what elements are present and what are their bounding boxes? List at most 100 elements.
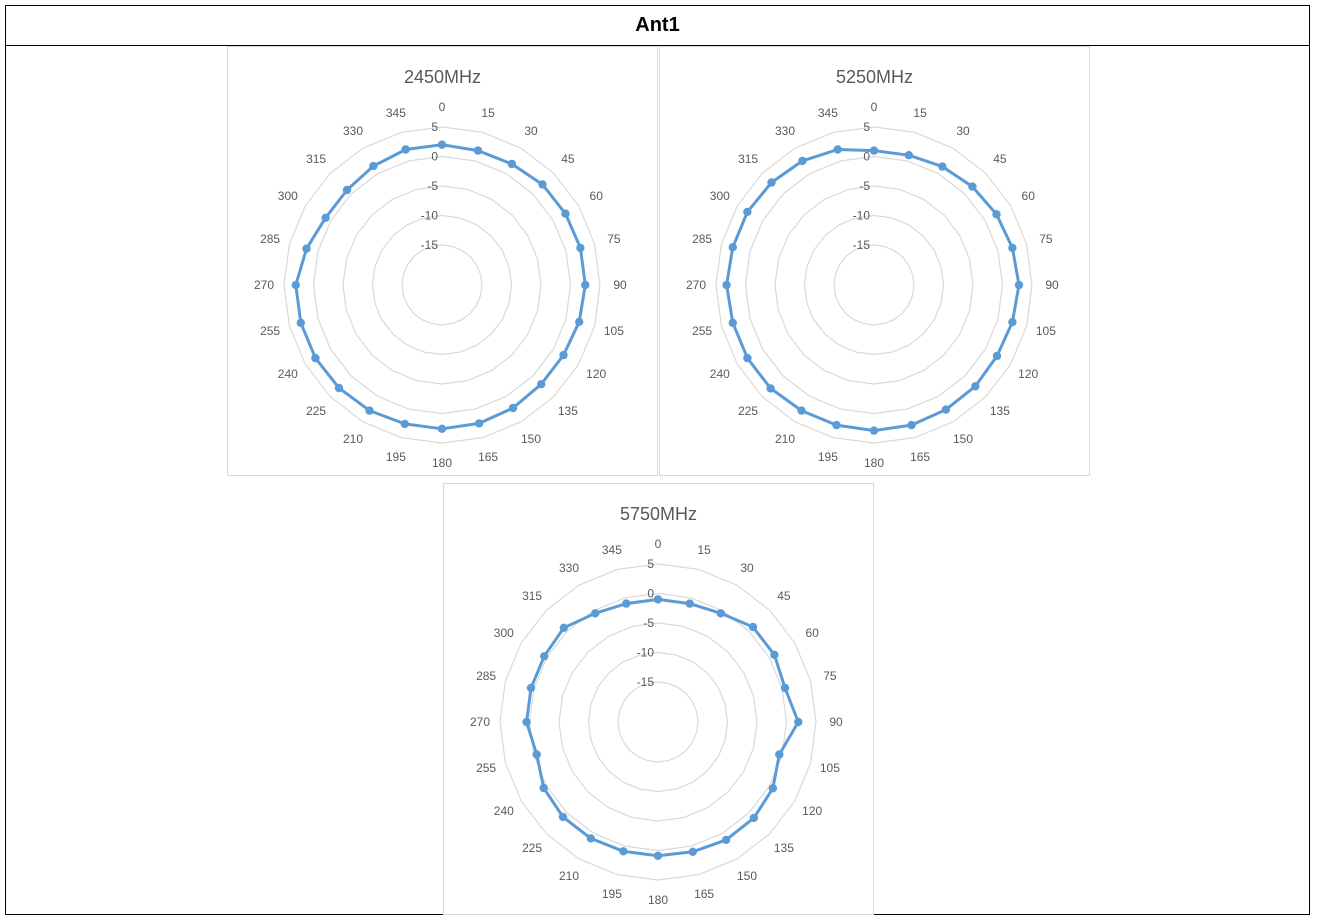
data-point [798, 156, 807, 166]
angle-label: 270 [470, 715, 490, 729]
grid-ring [283, 126, 601, 444]
grid-ring [803, 214, 945, 356]
angle-label: 105 [1036, 324, 1056, 338]
angle-label: 315 [522, 589, 542, 603]
data-point [538, 180, 547, 189]
angle-label: 45 [777, 589, 791, 603]
table-header: Ant1 [6, 6, 1309, 46]
angle-label: 285 [692, 232, 712, 246]
grid-ring [558, 622, 758, 822]
angle-label: 150 [953, 432, 973, 446]
angle-label: 225 [306, 404, 326, 418]
data-point [437, 140, 447, 149]
angle-label: 300 [278, 189, 298, 203]
data-point [437, 424, 447, 433]
data-point [1008, 243, 1017, 253]
radial-tick-label: -15 [637, 675, 655, 689]
angle-label: 90 [613, 278, 627, 292]
data-point [581, 280, 590, 290]
angle-label: 180 [864, 456, 884, 470]
data-point [321, 213, 330, 222]
data-point [832, 420, 841, 430]
data-point [507, 159, 517, 169]
angle-label: 120 [586, 367, 606, 381]
data-point [688, 847, 697, 856]
grid-ring [371, 214, 513, 356]
angle-label: 45 [561, 152, 575, 166]
grid-ring [774, 185, 974, 385]
data-point [575, 317, 584, 326]
angle-label: 255 [476, 761, 496, 775]
angle-label: 180 [432, 456, 452, 470]
angle-label: 165 [910, 450, 930, 464]
chart-title: 5250MHz [836, 67, 913, 87]
data-point [971, 382, 980, 391]
data-point [522, 717, 531, 727]
data-point [743, 207, 752, 217]
data-point [532, 750, 541, 759]
data-point [907, 420, 916, 430]
angle-label: 330 [559, 561, 579, 575]
radial-tick-label: -5 [427, 179, 438, 193]
data-point [311, 353, 320, 363]
angle-label: 225 [738, 404, 758, 418]
data-point [561, 209, 570, 218]
angle-label: 90 [829, 715, 843, 729]
radial-tick-label: 0 [863, 150, 870, 164]
angle-label: 210 [559, 869, 579, 883]
angle-label: 15 [697, 543, 711, 557]
data-point [728, 243, 737, 252]
data-point [622, 599, 631, 608]
data-point [559, 350, 568, 360]
angle-label: 315 [738, 152, 758, 166]
grid-ring [401, 244, 483, 326]
radial-tick-label: 5 [863, 120, 870, 134]
data-point [797, 406, 806, 415]
data-point [968, 182, 977, 191]
angle-label: 255 [260, 324, 280, 338]
data-point [775, 750, 784, 759]
angle-label: 60 [806, 626, 820, 640]
data-point [334, 383, 344, 393]
data-point [540, 652, 549, 661]
angle-label: 15 [481, 106, 495, 120]
angle-label: 135 [558, 404, 578, 418]
data-point [748, 622, 758, 632]
data-point [302, 244, 311, 253]
data-point [473, 146, 483, 155]
data-point [743, 353, 752, 363]
angle-label: 225 [522, 841, 542, 855]
data-point [400, 419, 409, 429]
angle-label: 135 [774, 841, 794, 855]
angle-label: 120 [802, 804, 822, 818]
grid-ring [528, 592, 788, 852]
data-point [537, 380, 546, 389]
angle-label: 45 [993, 152, 1007, 166]
data-point [768, 784, 778, 793]
angle-label: 30 [740, 561, 754, 575]
data-point [401, 145, 410, 154]
angle-label: 195 [386, 450, 406, 464]
angle-label: 105 [820, 761, 840, 775]
angle-label: 0 [439, 100, 446, 114]
data-point [576, 243, 585, 253]
data-point [728, 318, 737, 327]
angle-label: 165 [694, 887, 714, 901]
angle-label: 240 [710, 367, 730, 381]
data-point [369, 161, 378, 171]
data-point [716, 609, 725, 618]
data-point [869, 426, 879, 435]
radial-tick-label: 5 [431, 120, 438, 134]
chart-5250: 5250MHz -15 -10 -5 0 5 0 15 30 45 60 75 90 105 120 135… [659, 46, 1090, 476]
data-point [869, 146, 879, 155]
data-point [508, 403, 518, 413]
data-point [653, 595, 663, 604]
data-point [291, 280, 300, 290]
data-point [766, 384, 775, 393]
angle-label: 300 [494, 626, 514, 640]
angle-label: 195 [602, 887, 622, 901]
angle-label: 345 [386, 106, 406, 120]
chart-5750: 5750MHz -15 -10 -5 0 5 0 15 30 45 60 75 90 105 120 135… [443, 483, 874, 915]
data-point [722, 280, 731, 290]
